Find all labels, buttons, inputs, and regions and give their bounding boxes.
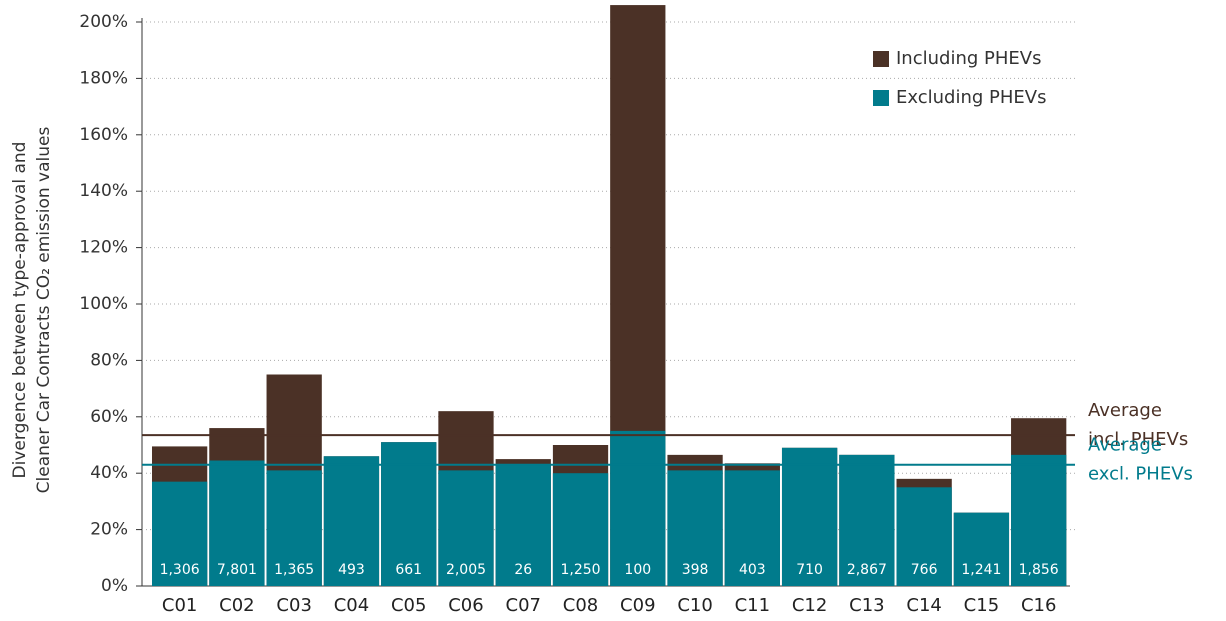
x-tick-label: C08 (563, 595, 598, 616)
count-label: 100 (624, 562, 651, 578)
average-label: Average (1088, 435, 1162, 456)
x-tick-label: C05 (391, 595, 426, 616)
bar (896, 487, 952, 586)
bar (552, 473, 609, 586)
y-tick-label: 120% (79, 238, 128, 258)
y-tick-label: 180% (79, 68, 128, 88)
y-tick-label: 40% (90, 463, 128, 483)
bar (781, 447, 838, 586)
count-label: 2,867 (847, 562, 887, 578)
count-label: 1,241 (961, 562, 1001, 578)
legend-swatch (873, 90, 889, 106)
y-tick-label: 20% (90, 520, 128, 540)
bar (209, 460, 265, 586)
x-tick-label: C16 (1021, 595, 1056, 616)
count-label: 710 (796, 562, 823, 578)
count-label: 766 (911, 562, 938, 578)
x-tick-label: C13 (849, 595, 884, 616)
bar (953, 512, 1010, 586)
x-tick-label: C04 (334, 595, 369, 616)
y-axis-label: Divergence between type-approval and Cle… (10, 127, 54, 494)
average-label: excl. PHEVs (1088, 464, 1193, 485)
count-label: 403 (739, 562, 766, 578)
count-label: 26 (514, 562, 532, 578)
y-tick-label: 0% (101, 576, 128, 596)
bar (323, 456, 380, 586)
x-tick-label: C01 (162, 595, 197, 616)
bar (1011, 454, 1067, 586)
bar (610, 430, 666, 586)
bar (381, 442, 437, 586)
count-label: 7,801 (217, 562, 257, 578)
x-tick-label: C03 (276, 595, 311, 616)
count-label: 493 (338, 562, 365, 578)
legend-label: Including PHEVs (896, 48, 1041, 69)
bar (495, 464, 551, 586)
bar (438, 470, 494, 586)
count-label: 661 (395, 562, 422, 578)
y-tick-label: 140% (79, 181, 128, 201)
y-label-line: Divergence between type-approval and (10, 142, 30, 479)
x-tick-label: C14 (906, 595, 941, 616)
x-tick-label: C07 (506, 595, 541, 616)
x-tick-label: C06 (448, 595, 483, 616)
legend-swatch (873, 51, 889, 67)
average-label: Average (1088, 400, 1162, 421)
x-tick-label: C09 (620, 595, 655, 616)
bar (152, 481, 208, 586)
x-tick-label: C02 (219, 595, 254, 616)
y-tick-label: 200% (79, 12, 128, 32)
average-label: incl. PHEVs (1088, 429, 1188, 450)
bar (839, 454, 895, 586)
x-tick-label: C15 (964, 595, 999, 616)
count-label: 2,005 (446, 562, 486, 578)
legend-label: Excluding PHEVs (896, 87, 1046, 108)
count-label: 1,365 (274, 562, 314, 578)
y-tick-label: 160% (79, 125, 128, 145)
bar (667, 470, 723, 586)
y-tick-label: 100% (79, 294, 128, 314)
y-label-line: Cleaner Car Contracts CO₂ emission value… (34, 127, 54, 494)
bar (266, 470, 322, 586)
x-tick-label: C10 (677, 595, 712, 616)
count-label: 1,306 (160, 562, 200, 578)
x-tick-label: C12 (792, 595, 827, 616)
count-label: 1,856 (1019, 562, 1059, 578)
count-label: 398 (682, 562, 709, 578)
y-tick-label: 60% (90, 407, 128, 427)
count-label: 1,250 (560, 562, 600, 578)
y-tick-label: 80% (90, 350, 128, 370)
x-tick-label: C11 (735, 595, 770, 616)
bar (724, 470, 780, 586)
